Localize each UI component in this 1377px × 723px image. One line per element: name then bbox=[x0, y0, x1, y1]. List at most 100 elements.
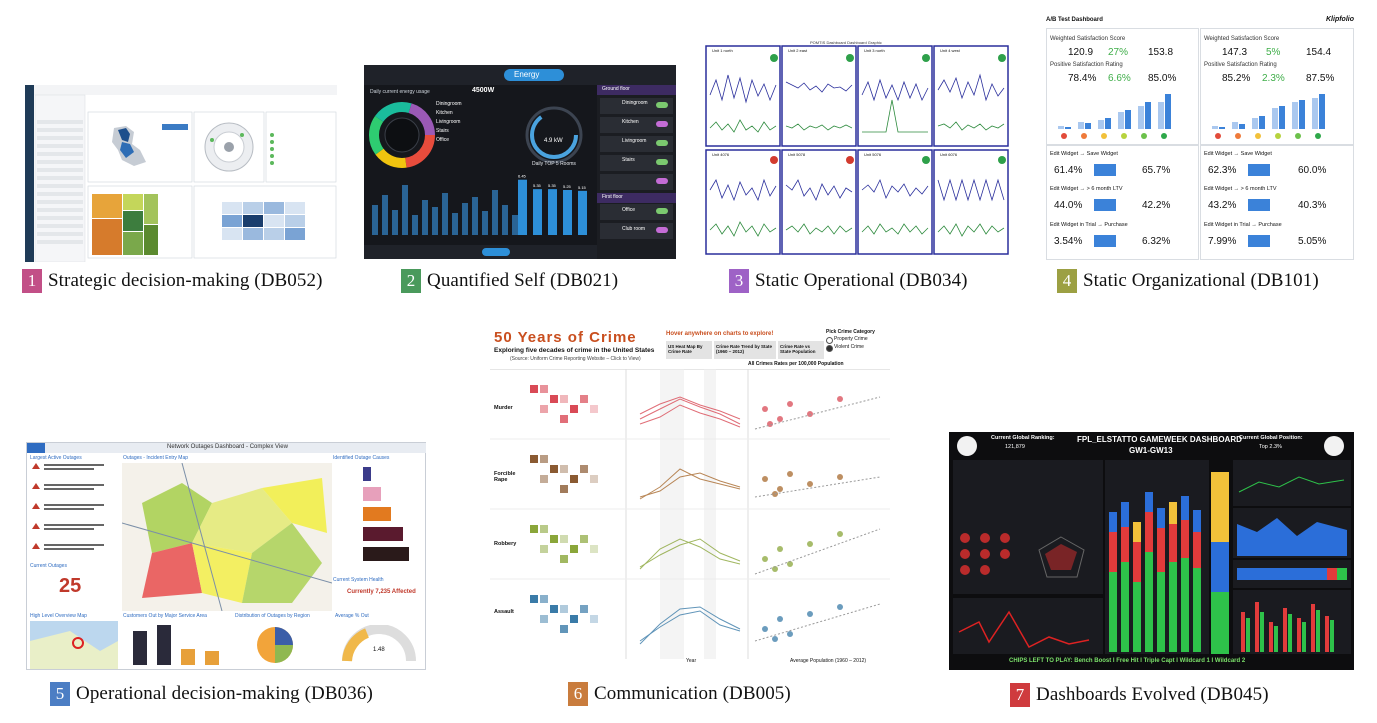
top5-bar-label: 5.35 bbox=[533, 183, 542, 188]
section-title: Largest Active Outages bbox=[30, 455, 82, 461]
caption-2: 2 Quantified Self (DB021) bbox=[401, 269, 618, 293]
side-item: Office bbox=[622, 207, 635, 213]
radio-property[interactable] bbox=[826, 337, 833, 344]
gauge-value: 4.9 kW bbox=[544, 138, 563, 144]
figure-caption-text: Static Operational (DB034) bbox=[755, 270, 968, 291]
funnel-value-b: 6.32% bbox=[1142, 236, 1171, 247]
metric-value: 87.5% bbox=[1306, 73, 1335, 84]
causes-chart bbox=[363, 467, 409, 561]
metric-label: Positive Satisfaction Rating bbox=[1050, 62, 1123, 68]
metric-value: 120.9 bbox=[1068, 47, 1094, 58]
funnel-value-a: 44.0% bbox=[1054, 200, 1083, 211]
caption-5: 5 Operational decision-making (DB036) bbox=[50, 682, 373, 706]
room-label: Stairs bbox=[436, 128, 449, 134]
figure-caption-text: Communication (DB005) bbox=[594, 683, 791, 704]
metric-change: 2.3% bbox=[1262, 73, 1285, 84]
crime-source: (Source: Uniform Crime Reporting Website… bbox=[510, 356, 641, 362]
top5-bar-label: 5.35 bbox=[548, 183, 557, 188]
unit-label: Unit 4076 bbox=[712, 152, 730, 157]
crime-row-label: Forcible Rape bbox=[494, 471, 516, 483]
figure-number-badge: 7 bbox=[1010, 683, 1030, 707]
funnel-value-a: 7.99% bbox=[1208, 236, 1237, 247]
top5-bar bbox=[518, 179, 527, 235]
funnel-value-b: 65.7% bbox=[1142, 165, 1171, 176]
rates-note: All Crimes Rates per 100,000 Population bbox=[748, 361, 844, 367]
caption-6: 6 Communication (DB005) bbox=[568, 682, 791, 706]
figure-number-badge: 1 bbox=[22, 269, 42, 293]
tab-heat-map[interactable] bbox=[666, 341, 712, 359]
thumbnail-db005: 50 Years of Crime Exploring five decades… bbox=[490, 325, 890, 669]
crime-row-label: Murder bbox=[494, 405, 513, 411]
top5-bar-label: 5.25 bbox=[563, 184, 572, 189]
section-title: Identified Outage Causes bbox=[333, 455, 390, 461]
funnel-label: Edit Widget in Trial → Purchase bbox=[1050, 222, 1128, 228]
top5-bar bbox=[533, 189, 542, 235]
figure-4: A/B Test Dashboard Klipfolio Weighted Sa… bbox=[1044, 14, 1354, 296]
db101-brand: Klipfolio bbox=[1326, 16, 1354, 23]
caption-4: 4 Static Organizational (DB101) bbox=[1057, 269, 1319, 293]
funnel-value-a: 62.3% bbox=[1208, 165, 1237, 176]
funnel-label: Edit Widget → Save Widget bbox=[1050, 151, 1118, 157]
tab-trend[interactable] bbox=[714, 341, 776, 359]
top5-title: Daily TOP 5 Rooms bbox=[532, 161, 576, 167]
figure-number-badge: 3 bbox=[729, 269, 749, 293]
section-title: Average % Out bbox=[335, 613, 369, 619]
figure-caption-text: Quantified Self (DB021) bbox=[427, 270, 619, 291]
db101-title: A/B Test Dashboard bbox=[1046, 17, 1103, 23]
top5-bar bbox=[548, 189, 557, 235]
metric-value: 153.8 bbox=[1148, 47, 1174, 58]
thumbnail-db036: Network Outages Dashboard - Complex View… bbox=[26, 442, 426, 670]
top5-bar bbox=[563, 190, 572, 235]
side-item: Stairs bbox=[622, 157, 635, 163]
metric-change: 5% bbox=[1266, 47, 1281, 58]
figure-caption-text: Dashboards Evolved (DB045) bbox=[1036, 684, 1269, 705]
x-axis-label: Year bbox=[686, 658, 697, 664]
metric-label: Weighted Satisfaction Score bbox=[1050, 36, 1126, 42]
unit-label: Unit 2 east bbox=[788, 48, 808, 53]
figure-caption-text: Static Organizational (DB101) bbox=[1083, 270, 1319, 291]
metric-change: 6.6% bbox=[1108, 73, 1131, 84]
unit-label: Unit 4 west bbox=[940, 48, 960, 53]
tab-population-label: Crime Rate vs State Population bbox=[780, 344, 816, 354]
radio-violent-label: Violent Crime bbox=[834, 344, 864, 350]
gauge-value: 1.48 bbox=[373, 647, 385, 653]
figure-6: 50 Years of Crime Exploring five decades… bbox=[490, 325, 890, 714]
energy-tab: Energy bbox=[514, 70, 540, 79]
funnel-value-a: 61.4% bbox=[1054, 165, 1083, 176]
rank-value: 121,879 bbox=[1005, 444, 1025, 450]
daily-usage-label: Daily current energy usage bbox=[370, 89, 430, 95]
position-label: Current Global Position: bbox=[1239, 435, 1303, 441]
radio-violent[interactable] bbox=[826, 345, 833, 352]
section-title: Outages - Incident Entry Map bbox=[123, 455, 189, 461]
tab-population[interactable] bbox=[778, 341, 824, 359]
unit-label: Unit 3 north bbox=[864, 48, 885, 53]
funnel-label: Edit Widget → > 6 month LTV bbox=[1204, 186, 1277, 192]
side-item: First floor bbox=[602, 194, 623, 200]
rank-label: Current Global Ranking: bbox=[991, 435, 1055, 441]
watts-label: 4500W bbox=[472, 87, 495, 94]
funnel-value-b: 60.0% bbox=[1298, 165, 1327, 176]
top5-bar bbox=[578, 190, 587, 235]
figure-3: POMTIS Dashboard Dashboard Graphic bbox=[700, 40, 1018, 296]
pick-category-label: Pick Crime Category bbox=[826, 329, 875, 335]
top5-bar-label: 5.15 bbox=[578, 185, 587, 190]
x-axis-label: Average Population (1960 – 2012) bbox=[790, 658, 867, 664]
tab-heat-map-label: US Heat Map By Crime Rate bbox=[668, 344, 703, 354]
figure-number-badge: 6 bbox=[568, 682, 588, 706]
metric-change: 27% bbox=[1108, 47, 1129, 58]
top5-bar-label: 6.45 bbox=[518, 174, 527, 179]
crime-subtitle: Exploring five decades of crime in the U… bbox=[494, 347, 655, 354]
metric-value: 78.4% bbox=[1068, 73, 1097, 84]
funnel-value-b: 40.3% bbox=[1298, 200, 1327, 211]
room-label: Kitchen bbox=[436, 110, 453, 116]
caption-1: 1 Strategic decision-making (DB052) bbox=[22, 269, 323, 293]
funnel-value-a: 3.54% bbox=[1054, 236, 1083, 247]
room-label: Office bbox=[436, 137, 449, 143]
figure-number-badge: 2 bbox=[401, 269, 421, 293]
side-item: Ground floor bbox=[602, 86, 630, 92]
figure-number-badge: 5 bbox=[50, 682, 70, 706]
figure-caption-text: Operational decision-making (DB036) bbox=[76, 683, 373, 704]
figure-caption-text: Strategic decision-making (DB052) bbox=[48, 270, 323, 291]
top5-chart: 6.45 5.35 5.35 5.25 5.15 bbox=[518, 174, 587, 235]
section-title: High Level Overview Map bbox=[30, 613, 87, 619]
